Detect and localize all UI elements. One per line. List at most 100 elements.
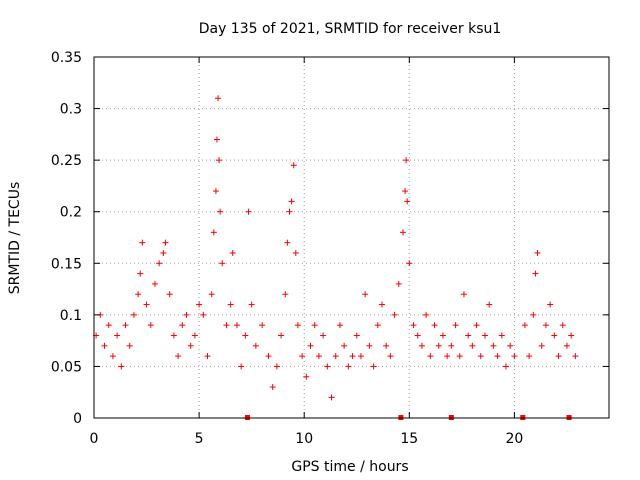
axis-ticks: 0 0.05 0.1 0.15 0.2 0.25 0.3 0.35 0 5 10 15 20 (51, 50, 609, 447)
data-point (282, 291, 289, 298)
data-point (345, 363, 352, 370)
data-point (353, 332, 360, 339)
data-point (403, 157, 410, 164)
data-point (288, 198, 295, 205)
data-point (551, 332, 558, 339)
data-point (414, 332, 421, 339)
data-point (175, 353, 182, 360)
x-tick-label: 0 (90, 431, 99, 447)
scatter-points (93, 95, 579, 401)
data-point (435, 342, 442, 349)
data-point (299, 353, 306, 360)
data-point (286, 208, 293, 215)
data-point (427, 353, 434, 360)
data-point (406, 260, 413, 267)
data-point (191, 332, 198, 339)
data-point (292, 249, 299, 256)
data-point (196, 301, 203, 308)
data-point (534, 249, 541, 256)
data-point (448, 342, 455, 349)
data-point (212, 188, 219, 195)
data-point (122, 322, 129, 329)
data-point (387, 353, 394, 360)
data-point (166, 291, 173, 298)
data-point (273, 363, 280, 370)
data-point (456, 353, 463, 360)
data-point (278, 332, 285, 339)
plot-frame (93, 56, 610, 419)
data-point (307, 342, 314, 349)
data-point (477, 353, 484, 360)
data-point (460, 291, 467, 298)
data-point (362, 291, 369, 298)
data-point (137, 270, 144, 277)
data-point (162, 239, 169, 246)
data-point (378, 301, 385, 308)
data-point (219, 260, 226, 267)
data-point (187, 342, 194, 349)
data-point (151, 280, 158, 287)
y-tick-label: 0 (73, 411, 82, 427)
data-point (341, 342, 348, 349)
data-point (503, 363, 509, 370)
data-point (521, 322, 528, 329)
y-tick-label: 0.05 (51, 359, 82, 375)
data-point (559, 322, 566, 329)
y-tick-label: 0.35 (51, 50, 82, 66)
data-point (418, 342, 425, 349)
data-point (498, 332, 505, 339)
data-point (216, 157, 223, 164)
data-point (105, 322, 112, 329)
data-point (563, 342, 570, 349)
data-point (320, 332, 327, 339)
y-tick-label: 0.15 (51, 256, 82, 272)
data-point (568, 332, 575, 339)
data-point (265, 353, 272, 360)
data-point (179, 322, 186, 329)
data-point (391, 311, 398, 318)
data-point (242, 332, 249, 339)
data-point (229, 249, 236, 256)
data-point (315, 353, 322, 360)
data-point (481, 332, 488, 339)
data-point (383, 342, 390, 349)
data-point (170, 332, 177, 339)
data-point (538, 342, 545, 349)
data-point (217, 208, 224, 215)
data-point (494, 353, 501, 360)
data-point (402, 188, 409, 195)
data-point (532, 270, 539, 277)
data-point (423, 311, 430, 318)
data-point (311, 322, 318, 329)
data-point (332, 353, 339, 360)
grid (94, 57, 609, 418)
data-point (444, 353, 451, 360)
data-point (486, 301, 493, 308)
x-tick-label: 15 (400, 431, 418, 447)
data-point (238, 363, 245, 370)
data-point (465, 332, 472, 339)
data-point (248, 301, 255, 308)
data-point (572, 353, 579, 360)
data-point (469, 342, 476, 349)
data-point (290, 162, 297, 169)
data-point (547, 301, 554, 308)
data-point (328, 394, 335, 401)
data-point (431, 322, 438, 329)
data-point (130, 311, 137, 318)
data-point (357, 353, 364, 360)
y-axis-label: SRMTID / TECUs (7, 182, 23, 295)
data-point (114, 332, 121, 339)
data-point (259, 322, 266, 329)
data-point (439, 332, 446, 339)
data-point (269, 384, 276, 391)
data-point (147, 322, 154, 329)
data-point (252, 342, 259, 349)
data-point (126, 342, 133, 349)
data-point (400, 229, 406, 236)
data-point (109, 353, 116, 360)
data-point (542, 322, 549, 329)
data-point (233, 322, 240, 329)
data-point (366, 342, 373, 349)
